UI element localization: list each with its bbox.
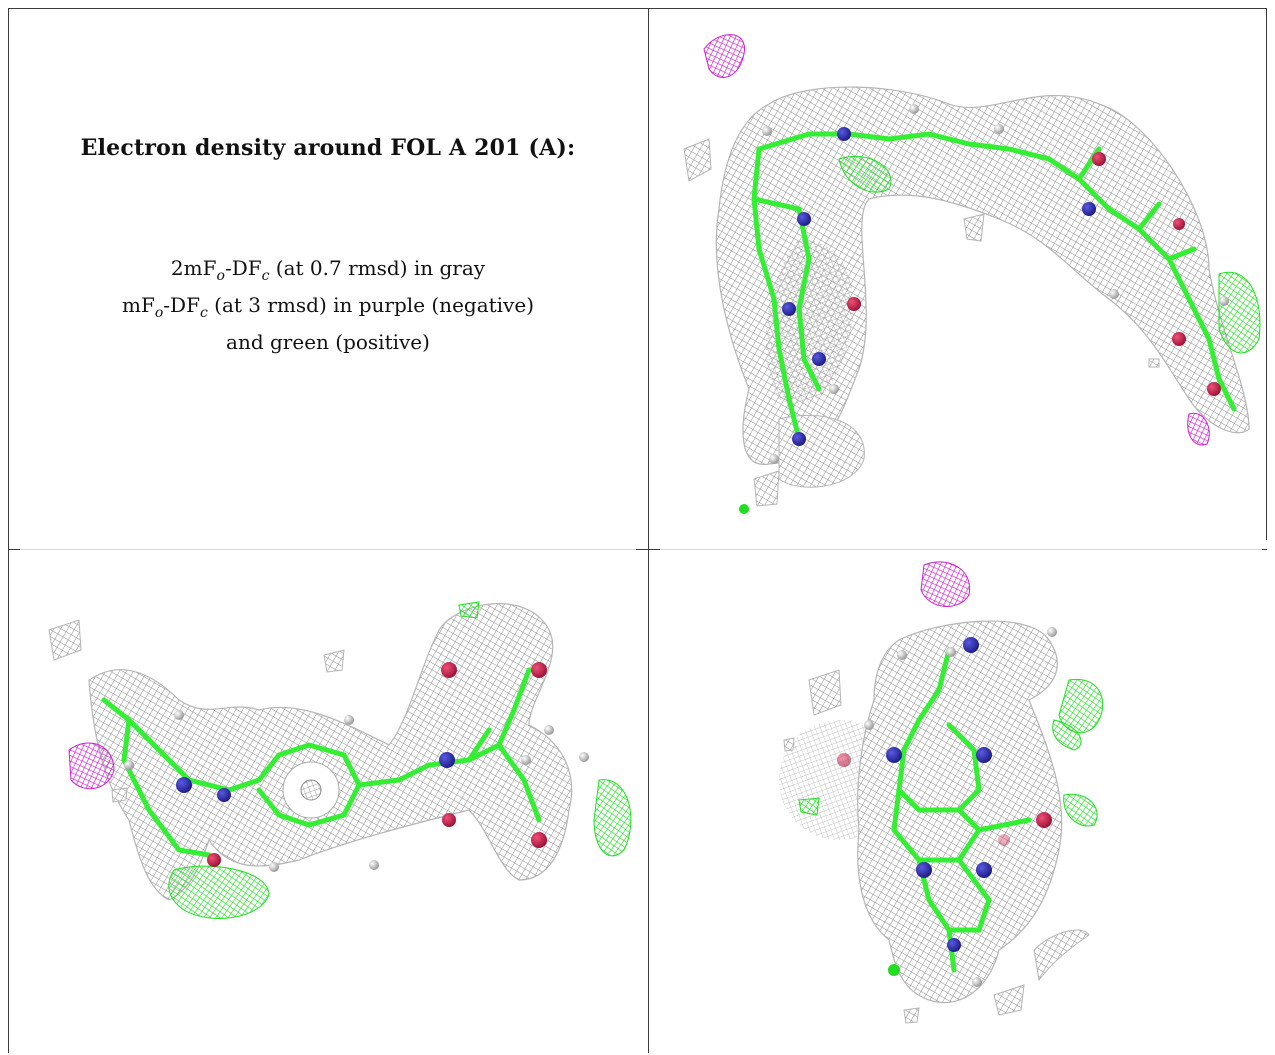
purple-density-blobs (68, 742, 115, 790)
legend-line1-sub-o: o (216, 268, 225, 284)
legend-line2-mid: -DF (163, 293, 200, 317)
nitrogen-atoms (782, 127, 1096, 446)
oxygen-atoms (837, 753, 1052, 846)
legend-line2-sub-o: o (154, 305, 164, 321)
stray-mesh-fragments (48, 619, 345, 803)
nitrogen-atoms (886, 637, 992, 952)
legend-line2-post: (at 3 rmsd) in purple (negative) (207, 293, 534, 317)
green-density-blobs (798, 678, 1104, 976)
figure-title: Electron density around FOL A 201 (A): (80, 135, 576, 161)
green-density-blobs (168, 601, 632, 919)
nitrogen-atoms (176, 752, 455, 802)
legend-line-colors: and green (positive) (226, 330, 430, 354)
stray-mesh-fragments (683, 138, 1160, 507)
oxygen-atoms (207, 662, 547, 867)
legend-line-2fofc: 2mFo-DFc (at 0.7 rmsd) in gray (8, 254, 648, 291)
green-density-blobs (739, 155, 1261, 514)
grid-line-right (1266, 8, 1267, 540)
hydrogen-atoms (124, 710, 589, 872)
grid-line-top (8, 8, 1267, 9)
legend-line2-pre: mF (122, 293, 155, 317)
molecule-bonds (101, 667, 542, 858)
grid-tick-left (8, 549, 20, 550)
density-legend: 2mFo-DFc (at 0.7 rmsd) in gray mFo-DFc (… (8, 254, 648, 357)
legend-line1-sub-c: c (261, 268, 270, 284)
legend-line1-post: (at 0.7 rmsd) in gray (269, 256, 486, 280)
density-panel-3 (649, 550, 1267, 1053)
figure-grid: Electron density around FOL A 201 (A): 2… (8, 8, 1267, 1053)
hydrogen-atoms (762, 104, 1229, 464)
gray-mesh-envelope (715, 86, 1250, 488)
grid-line-middle (648, 8, 649, 1053)
legend-line2-sub-c: c (199, 305, 208, 321)
density-view-1-icon (683, 34, 1261, 514)
molecule-bonds (751, 131, 1237, 442)
density-view-2-icon (48, 601, 632, 919)
caption-cell: Electron density around FOL A 201 (A): 2… (8, 8, 648, 548)
legend-line-fofc: mFo-DFc (at 3 rmsd) in purple (negative) (8, 291, 648, 328)
grid-tick-right (1262, 549, 1267, 550)
legend-line1-mid: -DF (224, 256, 262, 280)
stray-mesh-fragments (783, 669, 1090, 1024)
density-panel-1 (649, 9, 1265, 547)
density-view-3-icon (779, 561, 1104, 1024)
grid-tick-mid (636, 549, 660, 550)
oxygen-atoms (847, 152, 1221, 396)
density-panel-2 (9, 550, 647, 1053)
grid-line-left (8, 8, 9, 1053)
hydrogen-atoms (864, 627, 1057, 987)
purple-density-blobs (703, 34, 1210, 446)
legend-line1-pre: 2mF (170, 256, 217, 280)
purple-density-blobs (920, 561, 971, 607)
